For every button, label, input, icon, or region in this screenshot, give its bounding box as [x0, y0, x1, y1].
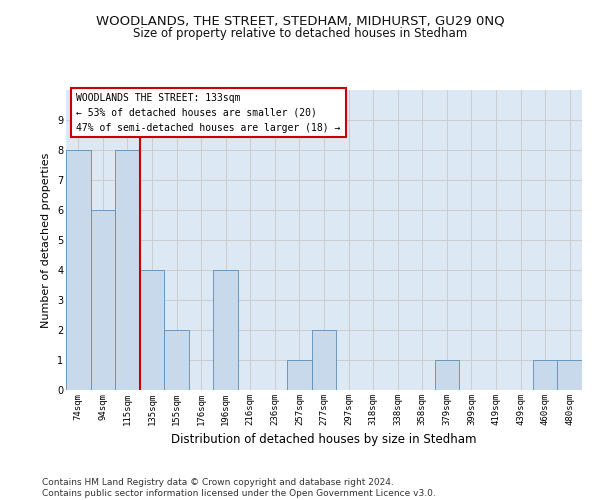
Bar: [434, 360, 459, 390]
Bar: [214, 270, 238, 390]
Text: WOODLANDS THE STREET: 133sqm
← 53% of detached houses are smaller (20)
47% of se: WOODLANDS THE STREET: 133sqm ← 53% of de…: [76, 93, 341, 132]
Bar: [533, 360, 557, 390]
Y-axis label: Number of detached properties: Number of detached properties: [41, 152, 52, 328]
Text: Size of property relative to detached houses in Stedham: Size of property relative to detached ho…: [133, 28, 467, 40]
Bar: [312, 330, 336, 390]
Bar: [557, 360, 582, 390]
Bar: [115, 150, 140, 390]
X-axis label: Distribution of detached houses by size in Stedham: Distribution of detached houses by size …: [171, 434, 477, 446]
Bar: [287, 360, 312, 390]
Bar: [91, 210, 115, 390]
Bar: [164, 330, 189, 390]
Bar: [140, 270, 164, 390]
Bar: [66, 150, 91, 390]
Text: WOODLANDS, THE STREET, STEDHAM, MIDHURST, GU29 0NQ: WOODLANDS, THE STREET, STEDHAM, MIDHURST…: [95, 15, 505, 28]
Text: Contains HM Land Registry data © Crown copyright and database right 2024.
Contai: Contains HM Land Registry data © Crown c…: [42, 478, 436, 498]
